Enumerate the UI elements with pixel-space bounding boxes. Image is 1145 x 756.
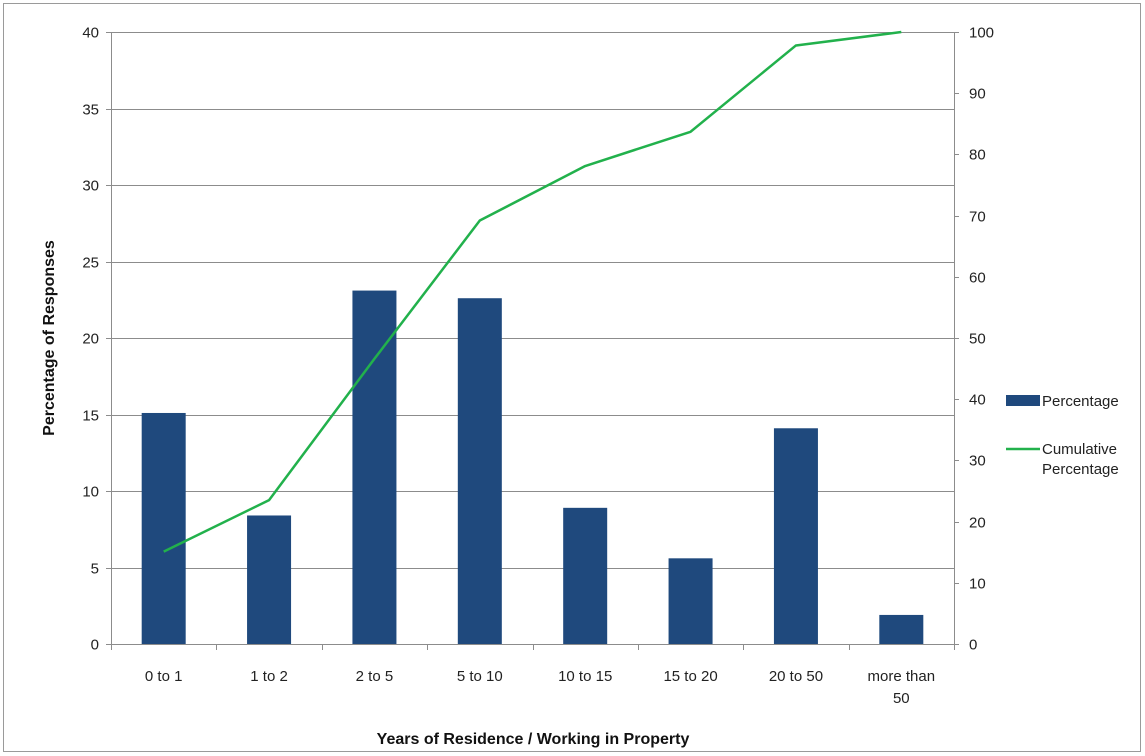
x-tick-label: 5 to 10 — [457, 668, 503, 685]
bar — [563, 507, 608, 644]
bar — [773, 428, 818, 644]
x-tick-label: 1 to 2 — [250, 668, 288, 685]
y2-tick-label: 40 — [969, 392, 986, 409]
y2-tick-label: 20 — [969, 515, 986, 532]
legend-swatch-percentage — [1006, 395, 1040, 406]
y2-tick-label: 0 — [969, 637, 977, 654]
legend-label-cumulative: Cumulative Percentage — [1042, 441, 1119, 478]
legend-label-percentage: Percentage — [1042, 393, 1119, 410]
x-tick-label-line: 2 to 5 — [356, 668, 394, 685]
x-axis-title: Years of Residence / Working in Property — [377, 731, 690, 748]
y-tick-label: 40 — [82, 25, 99, 42]
y2-tick-label: 70 — [969, 209, 986, 226]
x-tick-label-line: 20 to 50 — [769, 668, 823, 685]
y2-tick-label: 100 — [969, 25, 994, 42]
bar — [668, 558, 713, 644]
x-tick-label-line: 5 to 10 — [457, 668, 503, 685]
bar — [141, 412, 186, 644]
y2-tick-label: 30 — [969, 453, 986, 470]
line-series — [163, 30, 902, 553]
y-tick-label: 0 — [91, 637, 99, 654]
y2-tick-label: 60 — [969, 270, 986, 287]
axes — [106, 32, 959, 650]
y-tick-label: 5 — [91, 561, 99, 578]
y-axis-title: Percentage of Responses — [41, 240, 58, 436]
y-tick-label: 30 — [82, 178, 99, 195]
x-tick-label: 20 to 50 — [769, 668, 823, 685]
x-tick-label: 0 to 1 — [145, 668, 183, 685]
x-tick-label-line: 0 to 1 — [145, 668, 183, 685]
cumulative-line — [163, 30, 902, 553]
legend-label-line: Percentage — [1042, 461, 1119, 478]
bar — [352, 290, 397, 644]
x-tick-label: 10 to 15 — [558, 668, 612, 685]
y-tick-label: 20 — [82, 331, 99, 348]
x-tick-label-line: more than — [868, 668, 936, 685]
x-tick-label: 15 to 20 — [663, 668, 717, 685]
bar — [247, 515, 292, 644]
bar-series — [141, 290, 924, 644]
legend: Percentage Cumulative Percentage — [1006, 393, 1119, 478]
x-tick-label-line: 50 — [893, 690, 910, 707]
y2-tick-label: 50 — [969, 331, 986, 348]
x-tick-label-line: 15 to 20 — [663, 668, 717, 685]
tick-labels: 0 5 10 15 20 25 30 35 40 0 10 20 30 40 50 60 70 80 90 100 0 … — [82, 25, 994, 708]
y2-tick-label: 80 — [969, 147, 986, 164]
bar — [879, 614, 924, 644]
bar — [457, 298, 502, 644]
y2-tick-label: 10 — [969, 576, 986, 593]
x-tick-label: more than 50 — [868, 668, 936, 707]
y-tick-label: 10 — [82, 484, 99, 501]
y-tick-label: 35 — [82, 102, 99, 119]
x-tick-label: 2 to 5 — [356, 668, 394, 685]
x-tick-label-line: 1 to 2 — [250, 668, 288, 685]
y-tick-label: 25 — [82, 255, 99, 272]
x-tick-label-line: 10 to 15 — [558, 668, 612, 685]
y-tick-label: 15 — [82, 408, 99, 425]
legend-label-line: Cumulative — [1042, 441, 1117, 458]
y2-tick-label: 90 — [969, 86, 986, 103]
